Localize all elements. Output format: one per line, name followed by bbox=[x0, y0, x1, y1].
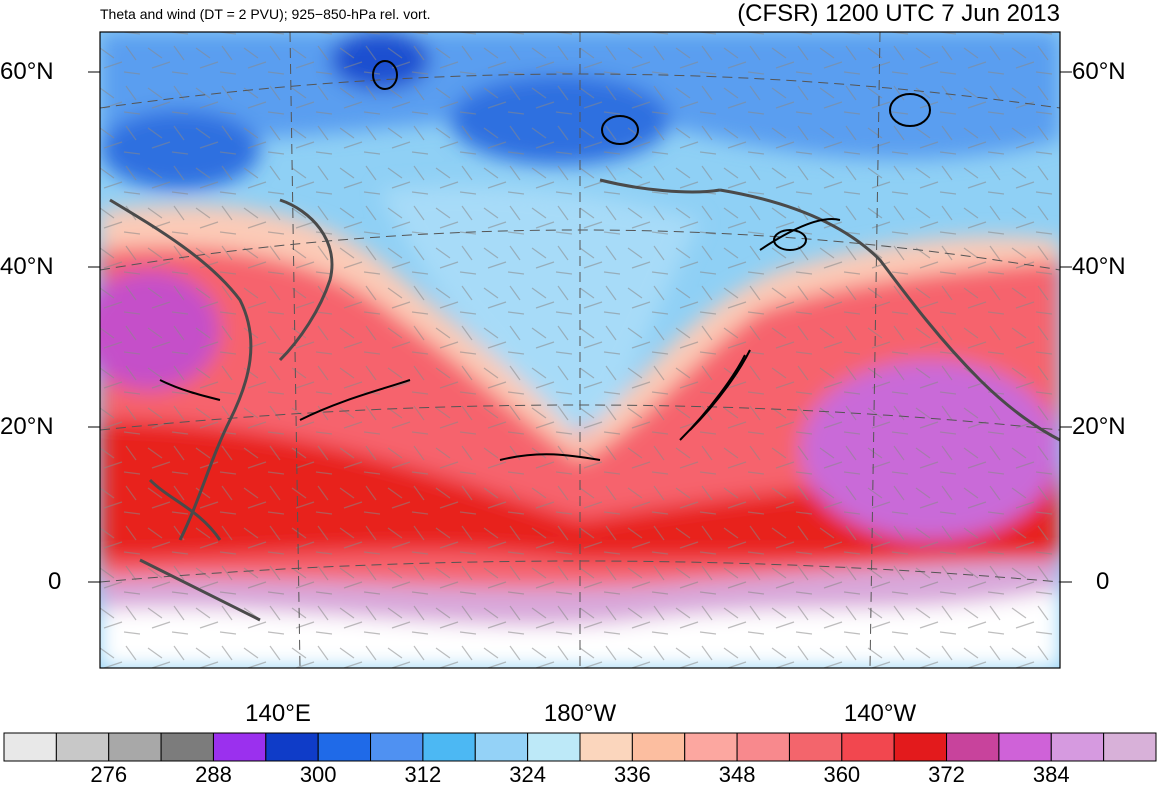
colorbar-tick-label: 372 bbox=[928, 762, 965, 787]
lat-label-eq-left: 0 bbox=[48, 568, 62, 595]
colorbar-swatch bbox=[893, 732, 948, 762]
colorbar-swatch bbox=[579, 732, 633, 762]
colorbar-tick-label: 276 bbox=[90, 762, 128, 787]
lat-label-eq-right: 0 bbox=[1096, 568, 1110, 595]
colorbar-swatch bbox=[736, 732, 790, 762]
lon-label-140e: 140°E bbox=[245, 700, 311, 727]
colorbar-swatch bbox=[3, 732, 57, 762]
wind-barb-field bbox=[100, 32, 1060, 668]
colorbar-swatch bbox=[108, 732, 162, 762]
colorbar-swatch bbox=[422, 732, 476, 762]
coastlines bbox=[109, 178, 1060, 622]
colorbar-tick-label: 384 bbox=[1032, 762, 1070, 787]
colorbar-swatch bbox=[527, 732, 581, 762]
lat-label-20n-right: 20°N bbox=[1072, 413, 1126, 440]
lon-label-180w: 180°W bbox=[543, 700, 617, 727]
colorbar-swatch bbox=[55, 732, 110, 762]
colorbar-swatch bbox=[946, 732, 1000, 762]
colorbar bbox=[3, 732, 1157, 762]
lat-label-40n-right: 40°N bbox=[1072, 253, 1126, 280]
colorbar-swatch bbox=[317, 732, 372, 762]
colorbar-swatch bbox=[1050, 732, 1105, 762]
colorbar-swatch bbox=[998, 732, 1052, 762]
colorbar-tick-label: 288 bbox=[195, 762, 232, 787]
colorbar-swatch bbox=[265, 732, 319, 762]
colorbar-tick-label: 324 bbox=[509, 762, 546, 787]
colorbar-swatch bbox=[684, 732, 738, 762]
colorbar-swatch bbox=[212, 732, 267, 762]
colorbar-swatch bbox=[474, 732, 529, 762]
colorbar-swatch bbox=[631, 732, 686, 762]
plot-frame bbox=[99, 31, 1061, 669]
colorbar-swatch bbox=[841, 732, 895, 762]
lat-label-20n-left: 20°N bbox=[0, 413, 54, 440]
colorbar-swatch bbox=[788, 732, 843, 762]
vorticity-contours bbox=[159, 60, 931, 461]
colorbar-tick-label: 312 bbox=[404, 762, 442, 787]
lat-label-60n-left: 60°N bbox=[0, 58, 54, 85]
colorbar-tick-label: 300 bbox=[299, 762, 337, 787]
map-plot-area bbox=[100, 32, 1060, 668]
colorbar-tick-label: 348 bbox=[718, 762, 756, 787]
colorbar-swatch bbox=[370, 732, 424, 762]
lat-label-40n-left: 40°N bbox=[0, 253, 54, 280]
map-title-left: Theta and wind (DT = 2 PVU); 925−850-hPa… bbox=[100, 6, 431, 22]
map-title-right: (CFSR) 1200 UTC 7 Jun 2013 bbox=[737, 0, 1060, 27]
lat-ticks bbox=[88, 71, 1072, 583]
colorbar-swatch bbox=[160, 732, 214, 762]
colorbar-swatch bbox=[1103, 732, 1157, 762]
colorbar-tick-label: 336 bbox=[614, 762, 651, 787]
graticule bbox=[100, 32, 1060, 668]
colorbar-tick-label: 360 bbox=[823, 762, 861, 787]
lat-label-60n-right: 60°N bbox=[1072, 58, 1126, 85]
lon-label-140w: 140°W bbox=[843, 700, 917, 727]
